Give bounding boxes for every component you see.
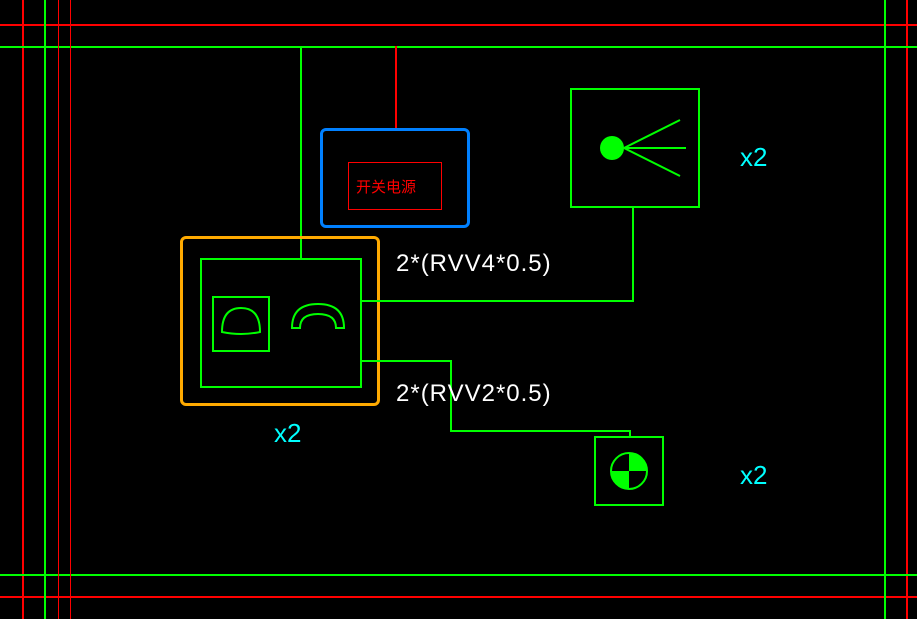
- speaker-icon: [570, 88, 700, 208]
- cable2-h1: [362, 360, 450, 362]
- intercom-annotation: x2: [274, 418, 301, 449]
- frame-green-left: [44, 0, 46, 619]
- frame-red-left: [22, 0, 24, 619]
- frame-red-right: [906, 0, 908, 619]
- frame-green-top: [0, 46, 917, 48]
- speaker-annotation: x2: [740, 142, 767, 173]
- cable2-h2: [450, 430, 629, 432]
- cable2-v2: [629, 430, 631, 436]
- detector-icon: [594, 436, 664, 506]
- intercom-screen-crt-icon: [218, 300, 264, 340]
- cable1-v: [632, 208, 634, 302]
- frame-green-bottom: [0, 574, 917, 576]
- detector-annotation: x2: [740, 460, 767, 491]
- power-box-label: 开关电源: [356, 176, 416, 197]
- frame-red-inner-2: [70, 0, 71, 619]
- power-feed-line: [395, 46, 397, 128]
- intercom-handset-icon: [286, 294, 350, 344]
- frame-red-bottom: [0, 596, 917, 598]
- cad-canvas: 开关电源 x2 x2 x2 2*(RVV4*0.5) 2*(RVV2*0.5): [0, 0, 917, 619]
- frame-green-right: [884, 0, 886, 619]
- cable1-h: [362, 300, 632, 302]
- frame-red-top: [0, 24, 917, 26]
- frame-red-inner-1: [58, 0, 59, 619]
- cable2-label: 2*(RVV2*0.5): [396, 380, 552, 408]
- intercom-feed-line: [300, 46, 302, 258]
- cable1-label: 2*(RVV4*0.5): [396, 250, 552, 278]
